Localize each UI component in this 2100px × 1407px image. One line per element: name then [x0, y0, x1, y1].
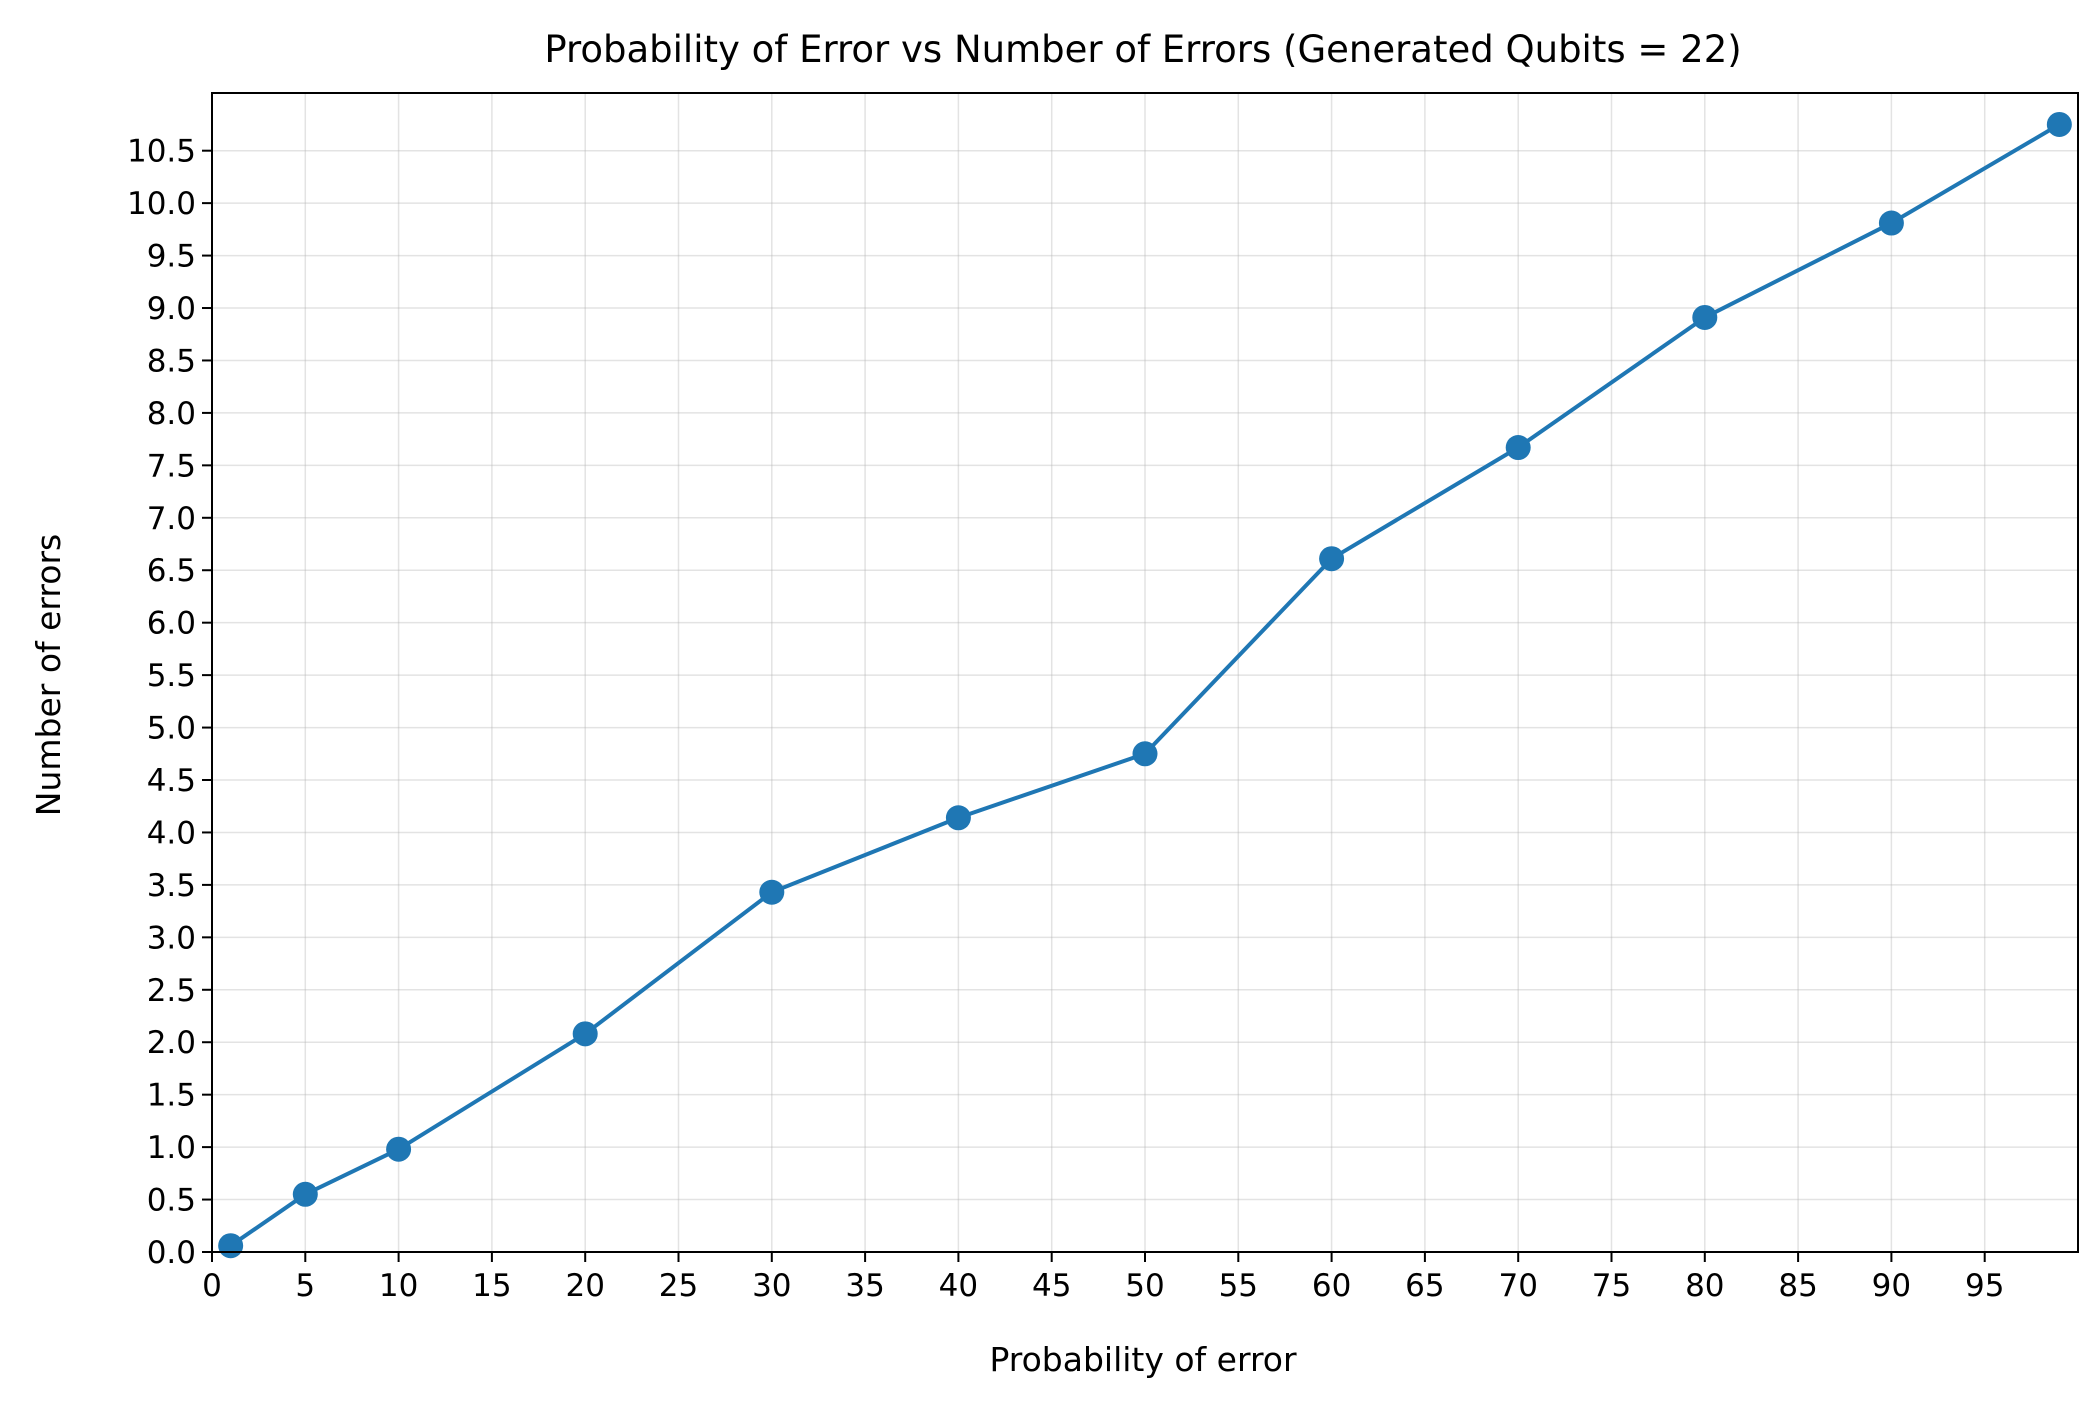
y-axis-label: Number of errors: [29, 534, 68, 816]
y-tick-label: 1.0: [147, 1130, 196, 1166]
data-point: [572, 1021, 598, 1047]
data-point: [1505, 435, 1531, 461]
x-tick-label: 45: [1032, 1268, 1071, 1304]
data-point: [1132, 741, 1158, 767]
y-tick-label: 8.0: [147, 396, 196, 432]
x-tick-label: 65: [1405, 1268, 1444, 1304]
x-tick-label: 70: [1498, 1268, 1537, 1304]
y-tick-label: 4.5: [147, 763, 196, 799]
data-point: [1878, 210, 1904, 236]
y-tick-label: 10.5: [127, 134, 196, 170]
y-tick-label: 2.5: [147, 973, 196, 1009]
data-point: [2046, 111, 2072, 137]
y-tick-label: 3.5: [147, 868, 196, 904]
data-point: [218, 1233, 244, 1259]
x-tick-label: 55: [1219, 1268, 1258, 1304]
x-tick-label: 10: [379, 1268, 418, 1304]
y-tick-label: 4.0: [147, 815, 196, 851]
y-tick-label: 1.5: [147, 1078, 196, 1114]
data-point: [386, 1136, 412, 1162]
y-tick-label: 7.0: [147, 501, 196, 537]
y-tick-label: 0.5: [147, 1183, 196, 1219]
y-tick-label: 10.0: [127, 186, 196, 222]
x-tick-label: 60: [1312, 1268, 1351, 1304]
data-point: [292, 1181, 318, 1207]
y-tick-label: 9.5: [147, 239, 196, 275]
x-tick-label: 20: [565, 1268, 604, 1304]
x-tick-label: 80: [1685, 1268, 1724, 1304]
x-tick-label: 35: [845, 1268, 884, 1304]
x-tick-label: 15: [472, 1268, 511, 1304]
x-axis: 0 5 10 15 20 25 30 35 40 45 50 55 60 65 70 75 80 85 90 95: [202, 1252, 2004, 1304]
x-tick-label: 40: [939, 1268, 978, 1304]
data-point: [759, 879, 785, 905]
grid-lines: [211, 93, 2078, 1253]
y-tick-label: 7.5: [147, 448, 196, 484]
x-tick-label: 30: [752, 1268, 791, 1304]
data-point: [1319, 546, 1345, 572]
y-tick-label: 5.5: [147, 658, 196, 694]
x-tick-label: 0: [202, 1268, 222, 1304]
x-tick-label: 5: [295, 1268, 315, 1304]
data-point: [1692, 304, 1718, 330]
y-axis: 0.0 0.5 1.0 1.5 2.0 2.5 3.0 3.5 4.0 4.5 5.0 5.5 6.0 6…: [127, 134, 212, 1271]
y-tick-label: 3.0: [147, 920, 196, 956]
y-tick-label: 8.5: [147, 343, 196, 379]
y-tick-label: 6.5: [147, 553, 196, 589]
y-tick-label: 6.0: [147, 606, 196, 642]
chart-title: Probability of Error vs Number of Errors…: [544, 28, 1741, 71]
x-tick-label: 95: [1965, 1268, 2004, 1304]
x-tick-label: 90: [1872, 1268, 1911, 1304]
data-point: [945, 805, 971, 831]
y-tick-label: 2.0: [147, 1025, 196, 1061]
x-tick-label: 25: [659, 1268, 698, 1304]
x-tick-label: 50: [1125, 1268, 1164, 1304]
series-layer: [218, 111, 2072, 1259]
y-tick-label: 9.0: [147, 291, 196, 327]
x-tick-label: 75: [1592, 1268, 1631, 1304]
series-line: [229, 122, 2061, 1248]
y-tick-label: 5.0: [147, 711, 196, 747]
x-tick-label: 85: [1778, 1268, 1817, 1304]
y-tick-label: 0.0: [147, 1235, 196, 1271]
x-axis-label: Probability of error: [989, 1340, 1297, 1379]
